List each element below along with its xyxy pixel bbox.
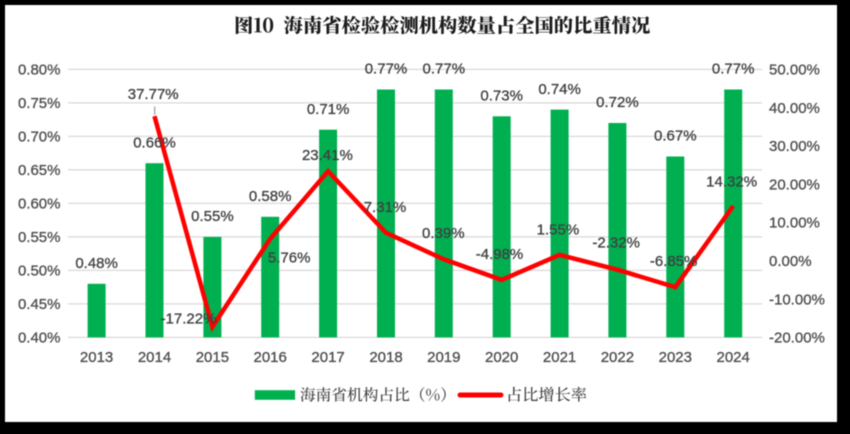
svg-text:0.80%: 0.80%: [18, 62, 61, 79]
svg-text:2021: 2021: [543, 349, 576, 366]
svg-text:0.73%: 0.73%: [480, 88, 523, 105]
svg-text:0.72%: 0.72%: [596, 94, 639, 111]
svg-text:1.55%: 1.55%: [537, 222, 580, 239]
svg-text:23.41%: 23.41%: [302, 147, 353, 164]
svg-text:10.00%: 10.00%: [769, 215, 820, 232]
svg-text:2013: 2013: [80, 349, 113, 366]
svg-text:-10.00%: -10.00%: [769, 291, 825, 308]
svg-text:0.77%: 0.77%: [365, 61, 408, 78]
svg-text:2015: 2015: [196, 349, 229, 366]
svg-text:0.55%: 0.55%: [191, 208, 234, 225]
svg-text:0.77%: 0.77%: [423, 61, 466, 78]
svg-text:0.75%: 0.75%: [18, 95, 61, 112]
svg-text:-4.98%: -4.98%: [476, 246, 524, 263]
svg-text:0.48%: 0.48%: [75, 255, 118, 272]
svg-text:0.58%: 0.58%: [249, 188, 292, 205]
svg-text:20.00%: 20.00%: [769, 177, 820, 194]
svg-text:0.39%: 0.39%: [422, 225, 465, 242]
svg-text:-2.32%: -2.32%: [592, 235, 640, 252]
svg-text:50.00%: 50.00%: [769, 62, 820, 79]
svg-text:2023: 2023: [659, 349, 692, 366]
svg-text:2024: 2024: [717, 349, 750, 366]
svg-text:-20.00%: -20.00%: [769, 330, 825, 347]
svg-text:14.32%: 14.32%: [706, 174, 757, 191]
svg-text:40.00%: 40.00%: [769, 100, 820, 117]
svg-text:0.65%: 0.65%: [18, 162, 61, 179]
svg-text:0.60%: 0.60%: [18, 196, 61, 213]
svg-text:2019: 2019: [427, 349, 460, 366]
svg-text:2016: 2016: [254, 349, 287, 366]
svg-text:-17.22%: -17.22%: [161, 310, 217, 327]
svg-text:2022: 2022: [601, 349, 634, 366]
svg-text:2017: 2017: [311, 349, 344, 366]
svg-text:2018: 2018: [369, 349, 402, 366]
svg-text:0.55%: 0.55%: [18, 229, 61, 246]
svg-text:7.31%: 7.31%: [364, 199, 407, 216]
svg-text:37.77%: 37.77%: [128, 86, 179, 103]
svg-text:0.67%: 0.67%: [654, 128, 697, 145]
svg-text:5.76%: 5.76%: [268, 249, 311, 266]
svg-text:2014: 2014: [138, 349, 171, 366]
svg-text:0.77%: 0.77%: [712, 61, 755, 78]
svg-text:0.74%: 0.74%: [538, 81, 581, 98]
svg-text:0.71%: 0.71%: [307, 101, 350, 118]
svg-text:0.00%: 0.00%: [769, 253, 812, 270]
svg-text:-6.85%: -6.85%: [650, 253, 698, 270]
svg-text:0.66%: 0.66%: [133, 134, 176, 151]
svg-text:0.45%: 0.45%: [18, 296, 61, 313]
svg-text:2020: 2020: [485, 349, 518, 366]
svg-text:0.70%: 0.70%: [18, 129, 61, 146]
svg-text:30.00%: 30.00%: [769, 138, 820, 155]
svg-text:0.50%: 0.50%: [18, 263, 61, 280]
svg-text:0.40%: 0.40%: [18, 330, 61, 347]
